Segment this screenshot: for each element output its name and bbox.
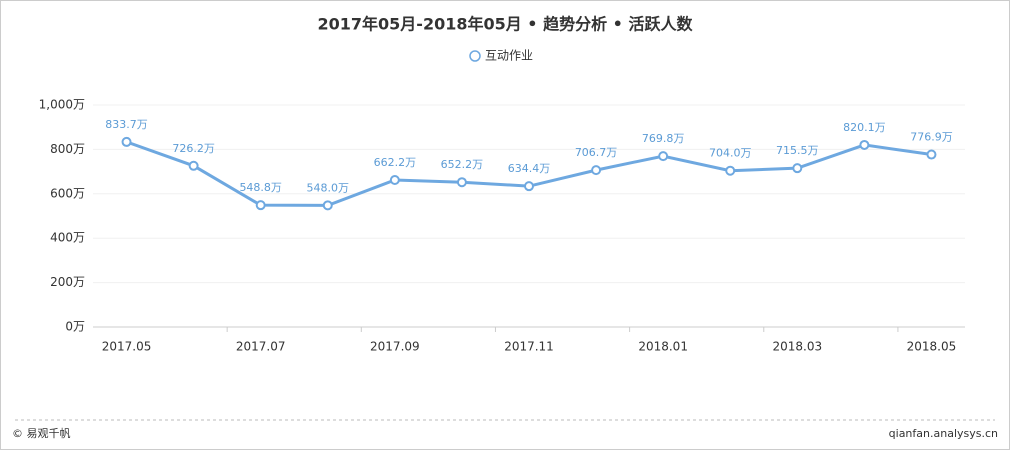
data-label: 634.4万 <box>508 162 551 175</box>
y-tick-label: 0万 <box>65 320 85 334</box>
data-point <box>859 139 870 150</box>
data-point <box>322 200 333 211</box>
data-label: 715.5万 <box>776 144 819 157</box>
chart-title: 2017年05月-2018年05月 • 趋势分析 • 活跃人数 <box>318 15 694 34</box>
y-tick-label: 1,000万 <box>39 98 85 112</box>
data-point <box>188 160 199 171</box>
data-label: 820.1万 <box>843 121 886 134</box>
x-tick-label: 2018.05 <box>907 340 957 354</box>
y-tick-label: 600万 <box>50 186 85 200</box>
data-label: 662.2万 <box>374 156 417 169</box>
legend-label[interactable]: 互动作业 <box>485 49 533 63</box>
data-point <box>389 174 400 185</box>
data-point <box>591 165 602 176</box>
x-tick-label: 2017.09 <box>370 340 420 354</box>
footer-left: © 易观千帆 <box>12 426 71 440</box>
data-label: 704.0万 <box>709 147 752 160</box>
data-point <box>121 136 132 147</box>
data-label: 548.0万 <box>307 181 350 194</box>
data-label: 833.7万 <box>105 118 148 131</box>
x-tick-label: 2018.03 <box>772 340 822 354</box>
x-tick-label: 2017.11 <box>504 340 554 354</box>
data-label: 548.8万 <box>239 181 282 194</box>
data-label: 726.2万 <box>172 142 215 155</box>
data-point <box>725 165 736 176</box>
y-tick-label: 800万 <box>50 142 85 156</box>
data-point <box>456 177 467 188</box>
x-tick-label: 2017.05 <box>102 340 152 354</box>
data-point <box>658 151 669 162</box>
y-tick-label: 200万 <box>50 275 85 289</box>
x-tick-label: 2018.01 <box>638 340 688 354</box>
y-tick-label: 400万 <box>50 231 85 245</box>
data-point <box>524 181 534 192</box>
data-label: 706.7万 <box>575 146 618 159</box>
data-label: 776.9万 <box>910 131 953 144</box>
legend-marker[interactable] <box>469 50 481 62</box>
data-point <box>255 200 266 211</box>
data-point <box>926 149 937 160</box>
data-point <box>792 163 803 174</box>
data-label: 769.8万 <box>642 132 685 145</box>
footer-right: qianfan.analysys.cn <box>889 427 998 440</box>
x-tick-label: 2017.07 <box>236 340 286 354</box>
data-label: 652.2万 <box>441 158 484 171</box>
